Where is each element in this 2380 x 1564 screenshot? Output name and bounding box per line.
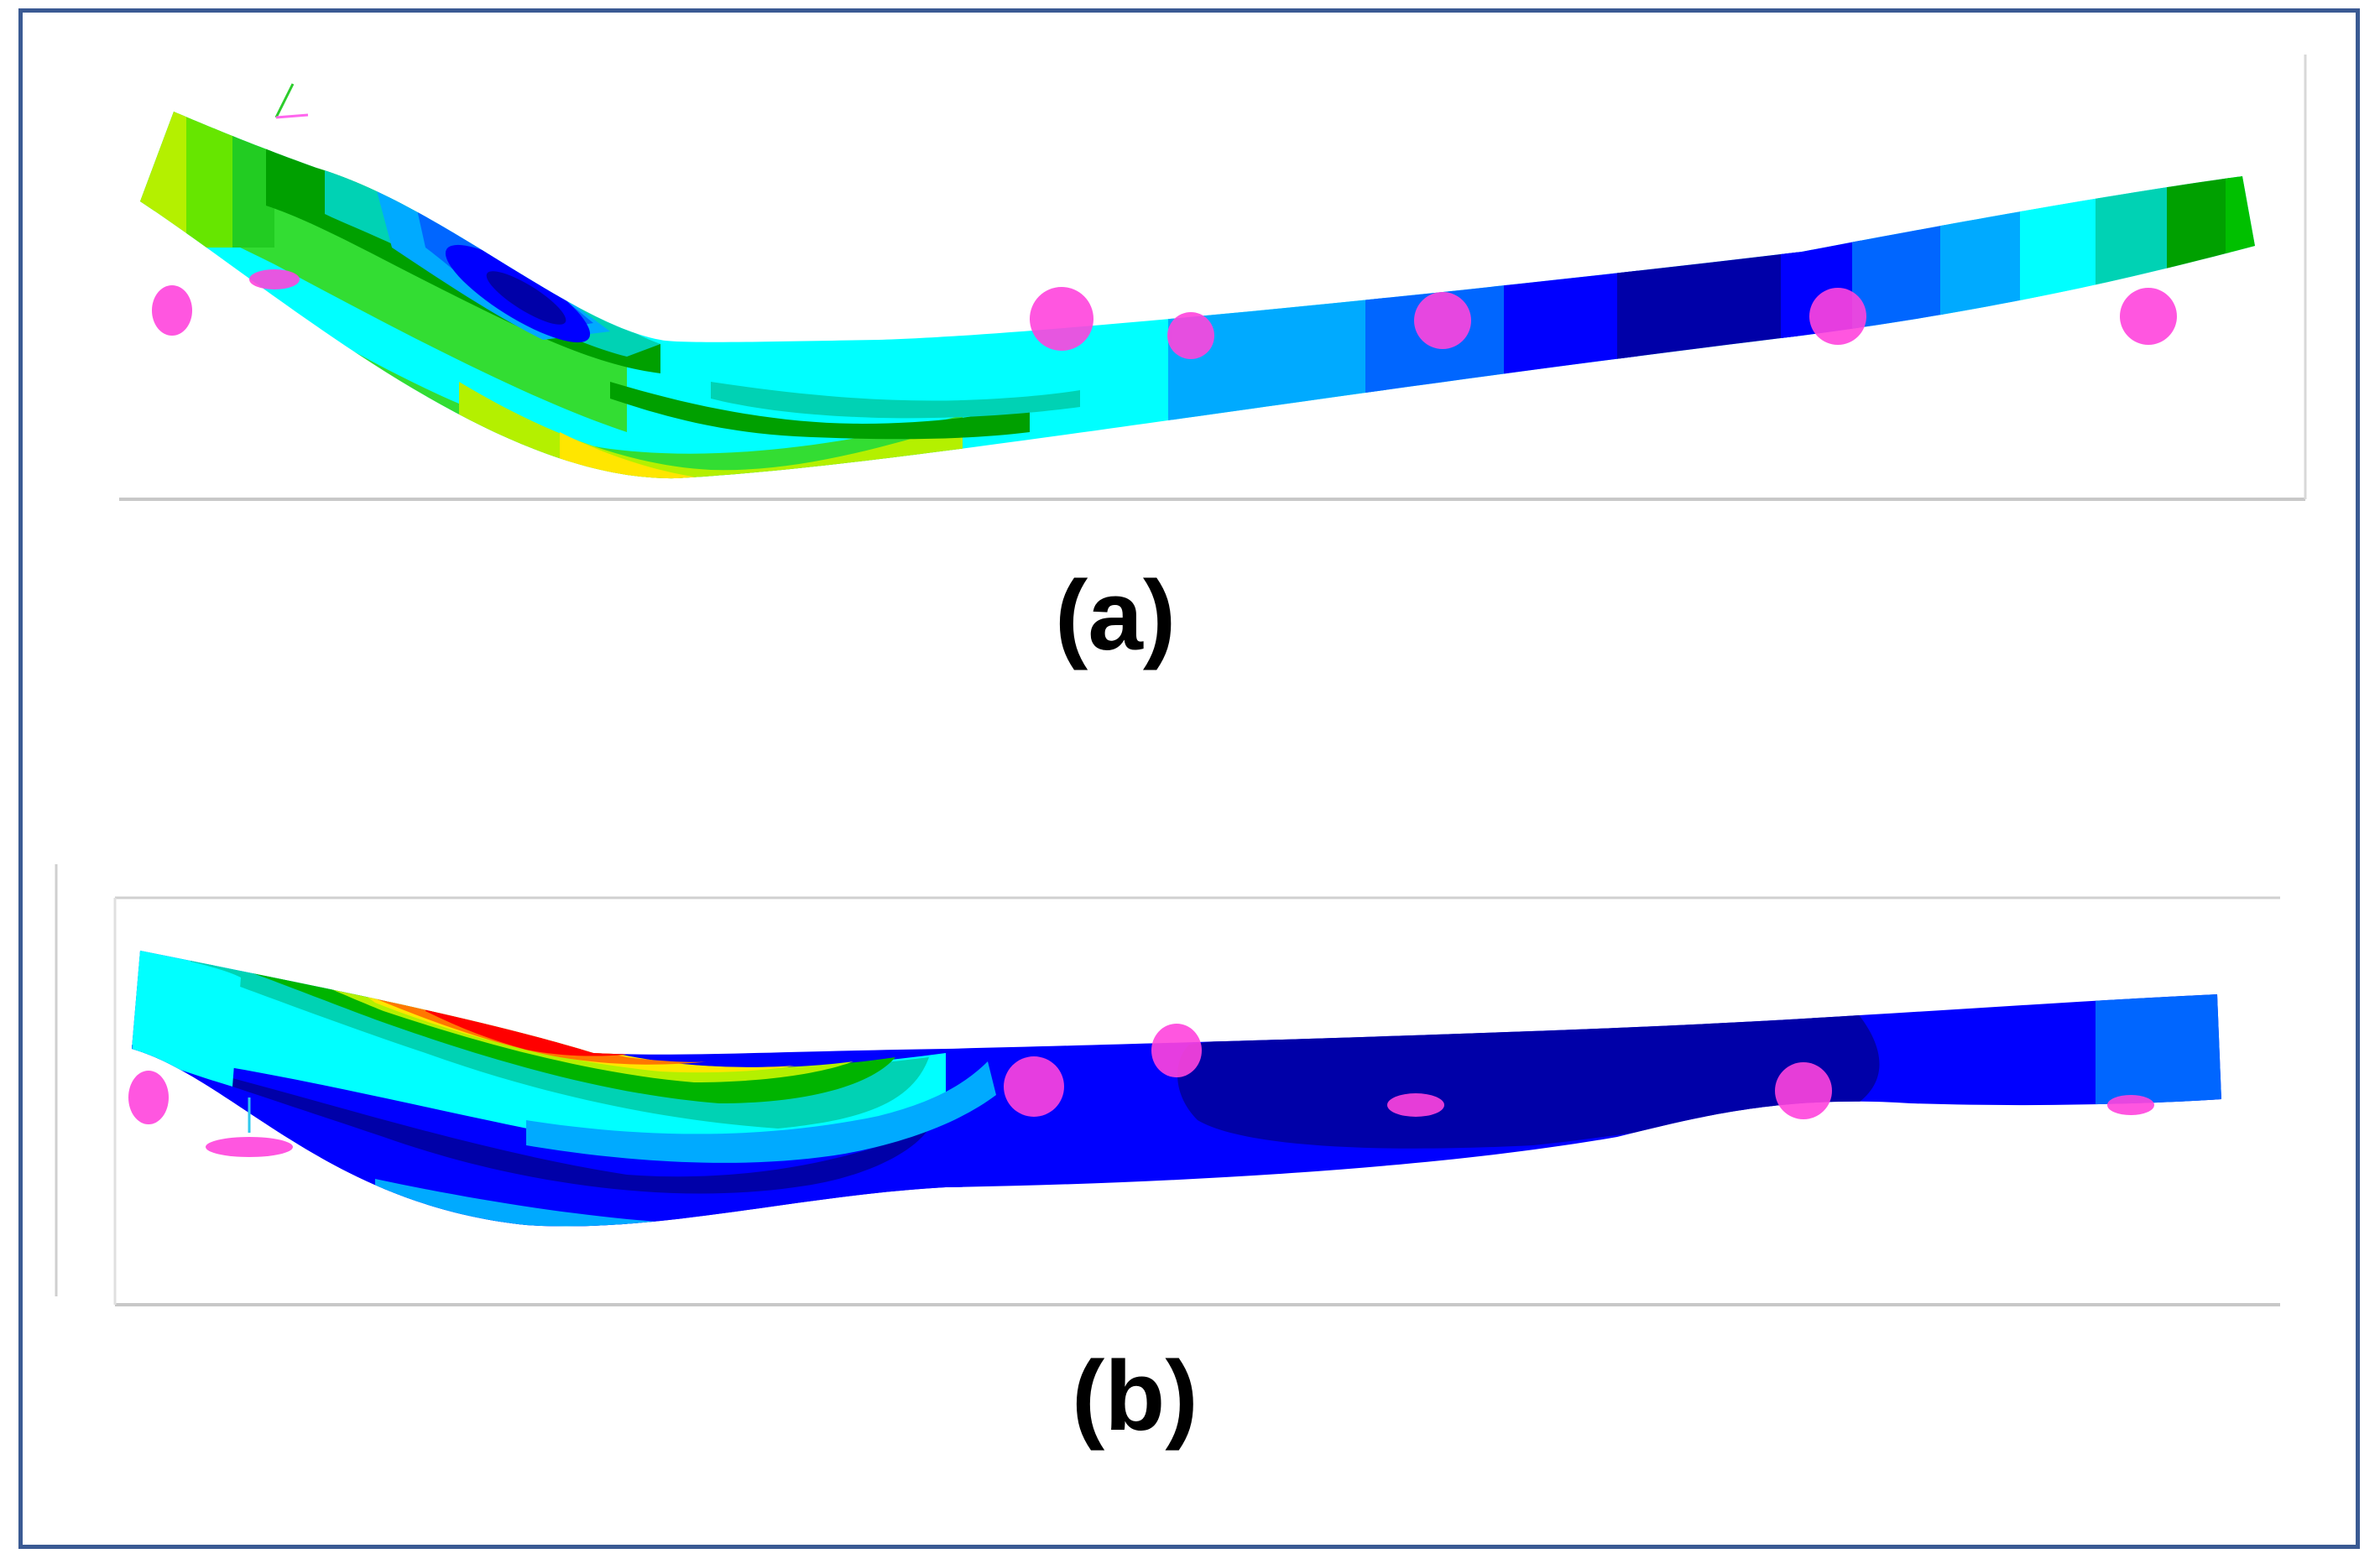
constraint-marker bbox=[1151, 1024, 1202, 1077]
constraint-marker bbox=[2107, 1095, 2154, 1115]
constraint-marker bbox=[152, 285, 192, 336]
constraint-marker bbox=[206, 1137, 293, 1157]
panel-a-caption: (a) bbox=[1055, 560, 1177, 671]
panel-b-caption: (b) bbox=[1072, 1341, 1198, 1452]
constraint-marker bbox=[1775, 1062, 1832, 1119]
panel-b-svg bbox=[55, 864, 2280, 1306]
constraint-marker bbox=[249, 269, 300, 289]
constraint-marker bbox=[1004, 1056, 1064, 1117]
constraint-marker bbox=[1030, 287, 1093, 351]
constraint-marker bbox=[1167, 312, 1214, 359]
panel-a-boundary-markers bbox=[152, 269, 2177, 359]
axis-triad bbox=[275, 113, 309, 119]
constraint-marker bbox=[1414, 292, 1471, 349]
constraint-marker bbox=[1387, 1093, 1444, 1117]
axis-triad bbox=[274, 83, 295, 118]
panel-b-beam bbox=[132, 951, 2221, 1227]
panel-b-plot bbox=[23, 13, 2356, 1553]
constraint-marker bbox=[128, 1071, 169, 1124]
figure-frame: (a) bbox=[18, 8, 2360, 1549]
contour-band bbox=[2096, 951, 2221, 1187]
constraint-marker bbox=[1809, 288, 1866, 345]
constraint-marker bbox=[2120, 288, 2177, 345]
panel-a-svg bbox=[119, 55, 2307, 501]
panel-b-boundary-markers bbox=[128, 1024, 2154, 1157]
panel-a-plot bbox=[23, 13, 2356, 583]
